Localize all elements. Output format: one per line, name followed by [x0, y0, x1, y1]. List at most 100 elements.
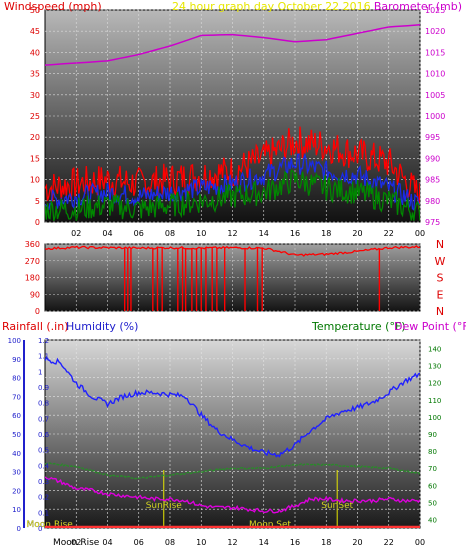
humidity-tick-label: 10 [12, 506, 21, 514]
rain-tick-label: 0.4 [38, 462, 50, 470]
windspeed-tick-label: 45 [30, 27, 40, 36]
rain-tick-label: 1.2 [38, 337, 49, 345]
windspeed-axis-label: Windspeed (mph) [4, 0, 102, 13]
bottom-x-tick-label: 04 [102, 538, 112, 547]
compass-label-n: N [436, 305, 444, 318]
rain-tick-label: 1 [38, 368, 42, 376]
top-x-tick-label: 00 [415, 229, 425, 238]
windspeed-tick-label: 35 [30, 70, 40, 79]
barometer-tick-label: 980 [425, 197, 440, 206]
wind-average-line [45, 153, 420, 211]
barometer-tick-label: 1005 [425, 91, 445, 100]
humidity-tick-label: 90 [12, 356, 21, 364]
windspeed-tick-label: 25 [30, 112, 40, 121]
top-x-tick-label: 14 [259, 229, 269, 238]
top-x-tick-label: 16 [290, 229, 300, 238]
temperature-tick-label: 60 [428, 482, 437, 490]
windspeed-tick-label: 20 [30, 133, 40, 142]
humidity-tick-label: 80 [12, 375, 21, 383]
rain-tick-label: 0.3 [38, 478, 49, 486]
windspeed-tick-label: 40 [30, 48, 40, 57]
bottom-x-tick-label: 12 [227, 538, 237, 547]
humidity-tick-label: 60 [12, 412, 21, 420]
temperature-axis-label: Temperature (°F) [311, 320, 406, 333]
barometer-tick-label: 995 [425, 133, 440, 142]
bottom-series [45, 355, 420, 528]
temperature-tick-label: 90 [428, 431, 437, 439]
humidity-tick-label: 50 [12, 431, 21, 439]
chart-title: 24 hour graph day October 22 2016 [172, 0, 371, 13]
rain-tick-label: 0.5 [38, 447, 49, 455]
rain-tick-label: 0.9 [38, 384, 49, 392]
event-label: Moon Set [249, 520, 292, 530]
direction-tick-label: 0 [35, 307, 40, 316]
humidity-ticks: 0 10 20 30 40 50 60 70 80 90 100 [8, 337, 21, 533]
wind-direction-line [45, 245, 420, 257]
barometer-tick-label: 1000 [425, 112, 445, 121]
direction-tick-label: 360 [25, 240, 40, 249]
humidity-tick-label: 100 [8, 337, 21, 345]
bottom-x-tick-label: 20 [352, 538, 362, 547]
windspeed-tick-label: 30 [30, 91, 40, 100]
bottom-x-tick-label: 16 [290, 538, 300, 547]
rain-tick-label: 1.1 [38, 353, 49, 361]
humidity-line [45, 355, 420, 458]
bottom-x-tick-label: 22 [384, 538, 394, 547]
bottom-x-tick-label: 00 [415, 538, 425, 547]
top-right-ticks: 975 980 985 990 995 1000 1005 1010 1015 1020 1025 [425, 6, 445, 227]
temperature-tick-label: 130 [428, 363, 441, 371]
top-x-tick-label: 02 [71, 229, 81, 238]
top-series [45, 24, 420, 221]
barometer-tick-label: 990 [425, 154, 440, 163]
temperature-tick-label: 120 [428, 380, 441, 388]
windspeed-tick-label: 5 [35, 197, 40, 206]
humidity-tick-label: 20 [12, 487, 21, 495]
humidity-tick-label: 70 [12, 393, 21, 401]
top-x-tick-label: 20 [352, 229, 362, 238]
top-x-tick-label: 06 [134, 229, 144, 238]
barometer-line [45, 24, 420, 66]
bottom-x-tick-label: 02 [71, 538, 81, 547]
top-x-tick-label: 04 [102, 229, 112, 238]
top-x-ticks: 02 04 06 08 10 12 14 16 18 20 22 00 [71, 229, 425, 238]
temperature-tick-label: 70 [428, 465, 437, 473]
barometer-tick-label: 1020 [425, 27, 445, 36]
bottom-x-tick-label: 06 [134, 538, 144, 547]
temperature-tick-label: 140 [428, 346, 441, 354]
rain-tick-label: 0.1 [38, 509, 49, 517]
rain-tick-label: 0 [38, 525, 42, 533]
temperature-ticks: 40 50 60 70 80 90 100 110 120 130 140 [428, 346, 441, 525]
compass-label-w: W [435, 255, 446, 268]
bottom-panel: Moon Rise SunRise Moon Set SunSet 0 0.1 0.2 0.… [2, 320, 466, 548]
top-x-tick-label: 22 [384, 229, 394, 238]
barometer-axis-label: Barometer (mb) [374, 0, 462, 13]
rain-tick-label: 0.2 [38, 494, 49, 502]
barometer-tick-label: 1010 [425, 70, 445, 79]
compass-label-e: E [437, 288, 444, 301]
bottom-x-tick-label: 14 [259, 538, 269, 547]
windspeed-tick-label: 10 [30, 176, 40, 185]
event-markers: Moon Rise SunRise Moon Set SunSet [26, 470, 354, 530]
direction-tick-label: 270 [25, 257, 40, 266]
temperature-tick-label: 50 [428, 499, 437, 507]
event-label: SunRise [146, 501, 183, 511]
temperature-tick-label: 110 [428, 397, 441, 405]
wind-speed-line [45, 169, 420, 221]
event-label: SunSet [321, 501, 353, 511]
windspeed-tick-label: 50 [30, 6, 40, 15]
barometer-tick-label: 1015 [425, 48, 445, 57]
temperature-line [45, 462, 420, 480]
humidity-tick-label: 30 [12, 469, 21, 477]
temperature-tick-label: 40 [428, 516, 437, 524]
humidity-tick-label: 0 [17, 525, 21, 533]
temperature-tick-label: 80 [428, 448, 437, 456]
barometer-tick-label: 985 [425, 176, 440, 185]
barometer-tick-label: 975 [425, 218, 440, 227]
wind-gust-line [45, 126, 420, 210]
bottom-x-ticks: 02 04 06 08 10 12 14 16 18 20 22 00 [71, 538, 425, 547]
humidity-tick-label: 40 [12, 450, 21, 458]
barometer-tick-label: 1025 [425, 6, 445, 15]
